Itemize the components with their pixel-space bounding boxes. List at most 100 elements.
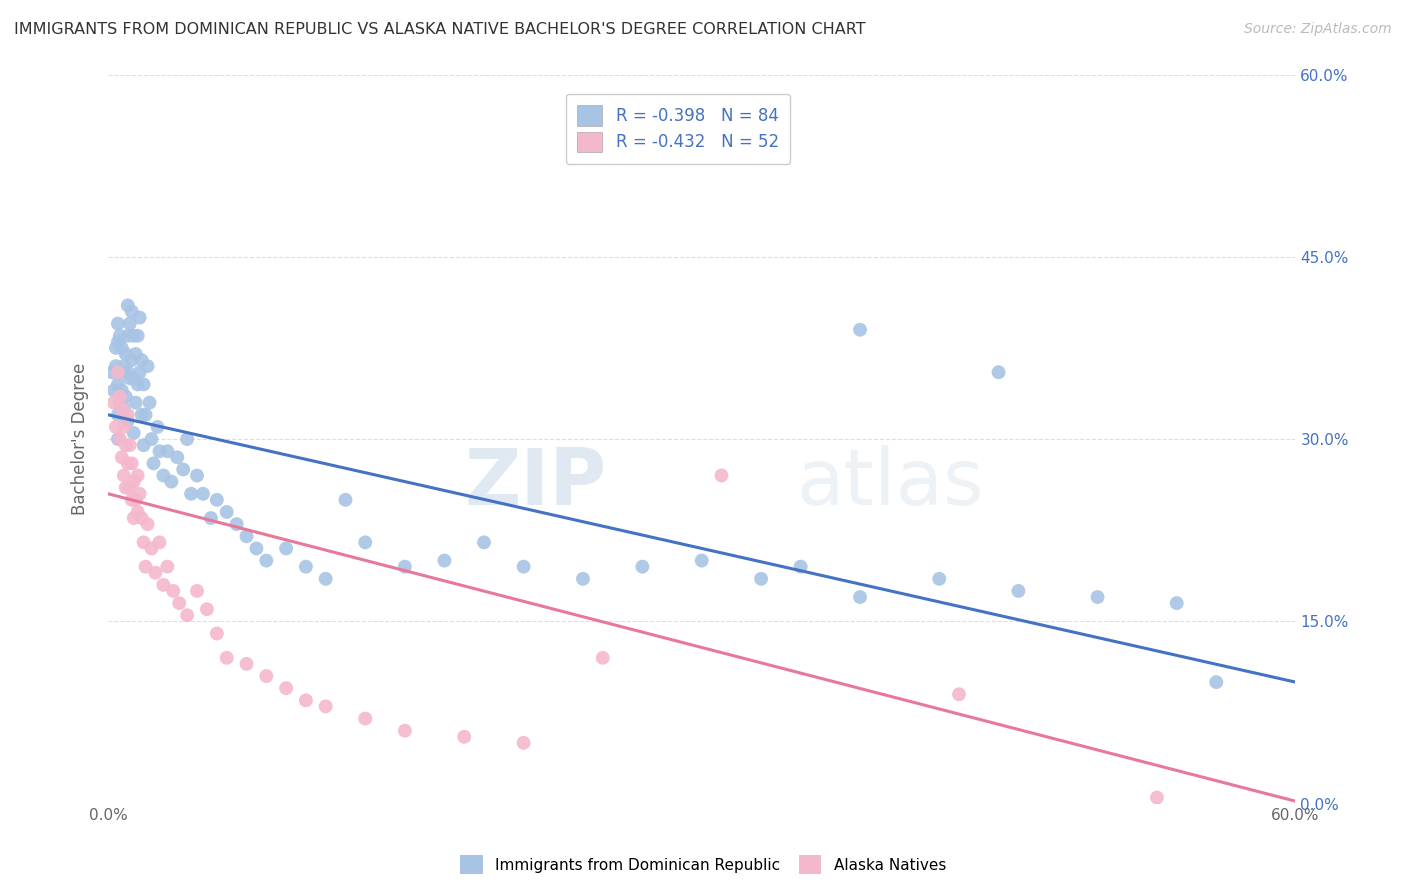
Point xyxy=(107,317,129,331)
Point xyxy=(215,650,238,665)
Point xyxy=(136,517,159,532)
Point xyxy=(152,578,174,592)
Point xyxy=(128,365,150,379)
Point xyxy=(1205,675,1227,690)
Point xyxy=(111,384,134,398)
Point xyxy=(1007,584,1029,599)
Point xyxy=(145,566,167,580)
Point xyxy=(512,559,534,574)
Point xyxy=(131,511,153,525)
Point xyxy=(122,511,145,525)
Point xyxy=(108,390,131,404)
Point xyxy=(254,553,277,567)
Point xyxy=(433,553,456,567)
Point xyxy=(121,492,143,507)
Point xyxy=(104,359,127,373)
Point xyxy=(132,438,155,452)
Point xyxy=(121,304,143,318)
Point xyxy=(254,669,277,683)
Point xyxy=(141,541,163,556)
Point xyxy=(117,456,139,470)
Point xyxy=(987,365,1010,379)
Point xyxy=(107,408,129,422)
Point xyxy=(117,408,139,422)
Point xyxy=(142,456,165,470)
Point xyxy=(127,505,149,519)
Point xyxy=(107,432,129,446)
Point xyxy=(112,420,135,434)
Point xyxy=(186,584,208,599)
Point xyxy=(245,541,267,556)
Point xyxy=(274,541,297,556)
Point xyxy=(191,487,214,501)
Point xyxy=(156,559,179,574)
Point xyxy=(125,395,148,409)
Point xyxy=(138,395,160,409)
Point xyxy=(128,310,150,325)
Point xyxy=(107,377,129,392)
Point xyxy=(205,492,228,507)
Point xyxy=(690,553,713,567)
Legend: R = -0.398   N = 84, R = -0.432   N = 52: R = -0.398 N = 84, R = -0.432 N = 52 xyxy=(565,94,790,163)
Text: Source: ZipAtlas.com: Source: ZipAtlas.com xyxy=(1244,22,1392,37)
Point xyxy=(1087,590,1109,604)
Point xyxy=(176,432,198,446)
Point xyxy=(162,584,184,599)
Point xyxy=(122,328,145,343)
Point xyxy=(112,468,135,483)
Point xyxy=(111,401,134,416)
Point xyxy=(215,505,238,519)
Point xyxy=(172,462,194,476)
Point xyxy=(107,365,129,379)
Point xyxy=(453,730,475,744)
Point xyxy=(108,395,131,409)
Point xyxy=(108,328,131,343)
Point xyxy=(315,699,337,714)
Point xyxy=(121,456,143,470)
Point xyxy=(104,420,127,434)
Point xyxy=(148,444,170,458)
Point xyxy=(135,408,157,422)
Point xyxy=(749,572,772,586)
Point xyxy=(472,535,495,549)
Point xyxy=(131,408,153,422)
Point xyxy=(107,334,129,349)
Point xyxy=(146,420,169,434)
Point xyxy=(132,377,155,392)
Point xyxy=(114,481,136,495)
Point xyxy=(112,401,135,416)
Point xyxy=(354,535,377,549)
Point xyxy=(118,371,141,385)
Point xyxy=(108,432,131,446)
Point xyxy=(166,450,188,465)
Point xyxy=(118,317,141,331)
Point xyxy=(295,693,318,707)
Point xyxy=(125,492,148,507)
Point xyxy=(928,572,950,586)
Point xyxy=(118,438,141,452)
Point xyxy=(789,559,811,574)
Point xyxy=(176,608,198,623)
Point xyxy=(103,384,125,398)
Point xyxy=(315,572,337,586)
Point xyxy=(710,468,733,483)
Point xyxy=(135,559,157,574)
Point xyxy=(200,511,222,525)
Point xyxy=(152,468,174,483)
Point xyxy=(122,475,145,489)
Point xyxy=(1166,596,1188,610)
Point xyxy=(131,353,153,368)
Point xyxy=(160,475,183,489)
Text: ZIP: ZIP xyxy=(464,445,607,521)
Point xyxy=(849,323,872,337)
Point xyxy=(195,602,218,616)
Point xyxy=(127,468,149,483)
Point xyxy=(156,444,179,458)
Point xyxy=(117,298,139,312)
Point xyxy=(1146,790,1168,805)
Point xyxy=(114,347,136,361)
Point xyxy=(572,572,595,586)
Point xyxy=(354,712,377,726)
Legend: Immigrants from Dominican Republic, Alaska Natives: Immigrants from Dominican Republic, Alas… xyxy=(454,849,952,880)
Point xyxy=(631,559,654,574)
